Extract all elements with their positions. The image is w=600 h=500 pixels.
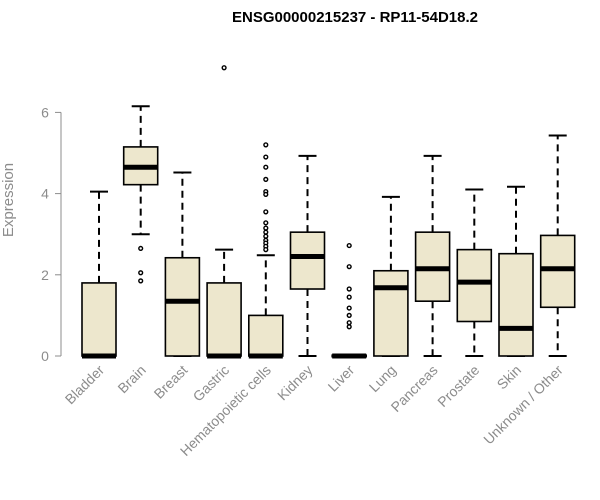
- box-group-prostate: [456, 188, 493, 357]
- outlier-point: [138, 245, 144, 252]
- x-category-label: Prostate: [434, 362, 482, 410]
- outlier-point: [346, 264, 352, 270]
- box-group-kidney: [289, 154, 326, 357]
- y-tick-label: 4: [41, 186, 49, 202]
- box-group-gastric: [206, 65, 242, 359]
- outlier-point: [263, 142, 269, 148]
- box-iqr: [498, 252, 534, 357]
- y-tick-label: 0: [41, 348, 49, 364]
- box-iqr: [539, 234, 576, 309]
- box-iqr: [289, 231, 326, 290]
- outlier-point: [346, 242, 352, 249]
- x-category-label: Liver: [325, 362, 358, 395]
- x-category-label: Skin: [494, 362, 525, 393]
- outlier-point: [138, 270, 144, 276]
- outlier-point: [346, 312, 352, 318]
- boxes-layer: [81, 65, 576, 359]
- box-iqr: [81, 282, 117, 357]
- box-group-pancreas: [414, 154, 451, 357]
- x-category-label: Kidney: [274, 362, 316, 404]
- outlier-point: [346, 294, 352, 300]
- x-category-label: Bladder: [62, 362, 108, 408]
- box-group-lung: [373, 195, 409, 357]
- box-group-breast: [164, 171, 201, 357]
- outlier-point: [263, 154, 269, 160]
- box-group-bladder: [81, 190, 117, 359]
- outlier-point: [263, 176, 269, 182]
- x-category-label: Unknown / Other: [480, 362, 566, 448]
- outlier-point: [138, 278, 144, 284]
- y-axis-label: Expression: [0, 163, 17, 237]
- box-group-hematopoietic-cells: [248, 142, 284, 359]
- box-iqr: [164, 256, 201, 357]
- outlier-point: [263, 225, 269, 231]
- outlier-point: [263, 164, 269, 170]
- chart-title: ENSG00000215237 - RP11-54D18.2: [232, 9, 478, 26]
- outlier-point: [346, 324, 352, 330]
- outlier-point: [263, 220, 269, 226]
- box-iqr: [206, 282, 242, 357]
- outlier-point: [263, 229, 269, 235]
- y-axis: 0 2 4 6: [41, 104, 62, 364]
- x-category-label: Breast: [151, 362, 191, 402]
- outlier-point: [263, 233, 269, 239]
- box-iqr: [456, 248, 493, 323]
- box-group-unknown-other: [539, 134, 576, 357]
- outlier-point: [346, 320, 352, 326]
- outlier-point: [346, 286, 352, 292]
- box-group-liver: [331, 242, 368, 359]
- x-category-label: Brain: [114, 362, 148, 396]
- y-tick-label: 2: [41, 267, 49, 283]
- box-group-skin: [498, 185, 534, 357]
- outlier-point: [263, 209, 269, 215]
- outlier-point: [263, 247, 269, 253]
- outlier-point: [346, 305, 352, 311]
- box-group-brain: [122, 105, 159, 284]
- outlier-point: [221, 65, 227, 71]
- y-tick-label: 6: [41, 104, 49, 120]
- outlier-point: [263, 191, 269, 198]
- box-iqr: [248, 314, 284, 357]
- box-iqr: [373, 269, 409, 357]
- x-category-label: Lung: [366, 362, 399, 395]
